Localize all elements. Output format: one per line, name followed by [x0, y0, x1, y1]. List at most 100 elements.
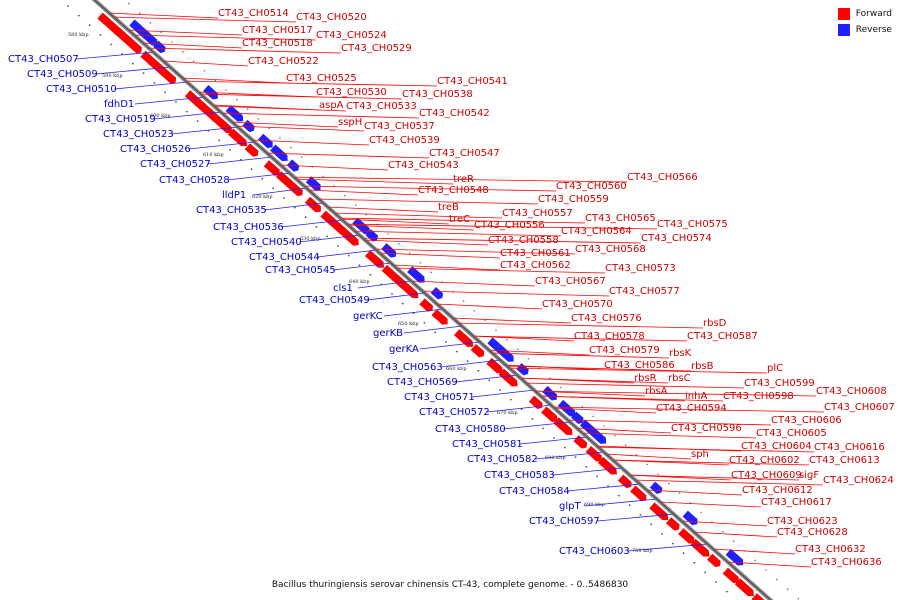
- forward-gene-label: CT43_CH0524: [316, 30, 387, 41]
- genome-axis-core: [93, 0, 772, 600]
- scale-dot: [218, 139, 221, 142]
- scale-dot: [268, 127, 271, 130]
- reverse-gene-label: gerKB: [373, 328, 403, 339]
- forward-gene-glyph: [342, 230, 359, 246]
- scale-dot: [419, 262, 422, 264]
- scale-dot: [279, 137, 281, 139]
- reverse-gene-label: CT43_CH0526: [120, 144, 191, 155]
- forward-gene-label: treC: [449, 214, 470, 225]
- forward-gene-label: CT43_CH0537: [364, 121, 435, 132]
- forward-leader-line: [536, 390, 817, 397]
- forward-leader-line: [631, 474, 800, 481]
- reverse-gene-label: lldP1: [222, 190, 246, 201]
- forward-leader-line: [614, 459, 810, 466]
- forward-leader-line: [238, 125, 365, 132]
- scale-tick-label: 630 kbp: [300, 236, 321, 242]
- scale-dot: [171, 41, 173, 43]
- forward-leader-line: [341, 217, 586, 224]
- scale-dot: [142, 72, 145, 75]
- forward-gene-glyph: [193, 98, 213, 116]
- forward-gene-glyph: [751, 593, 765, 600]
- reverse-gene-label: CT43_CH0572: [419, 407, 490, 418]
- forward-leader-line: [215, 105, 347, 112]
- forward-leader-line: [364, 237, 642, 244]
- scale-dot: [585, 465, 588, 468]
- reverse-leader-line: [487, 404, 550, 413]
- scale-tick-label: 600 kbp: [150, 113, 171, 119]
- forward-gene-label: CT43_CH0624: [823, 475, 894, 486]
- scale-dot: [430, 271, 433, 274]
- forward-gene-label: CT43_CH0587: [687, 331, 758, 342]
- forward-leader-line: [424, 290, 610, 297]
- forward-gene-label: rbsR: [634, 373, 657, 384]
- forward-gene-label: CT43_CH0541: [437, 76, 508, 87]
- reverse-leader-line: [535, 451, 603, 460]
- reverse-leader-line: [403, 325, 461, 334]
- scale-dot: [175, 101, 177, 103]
- forward-gene-label: CT43_CH0632: [795, 544, 866, 555]
- forward-swatch: [837, 8, 850, 20]
- forward-gene-label: CT43_CH0578: [574, 331, 645, 342]
- scale-dot: [110, 43, 113, 46]
- scale-dot: [484, 319, 487, 322]
- scale-dot: [509, 398, 512, 401]
- forward-leader-line: [310, 189, 419, 196]
- reverse-leader-line: [208, 156, 270, 165]
- scale-dot: [246, 108, 249, 110]
- forward-gene-label: CT43_CH0604: [741, 441, 812, 452]
- forward-gene-glyph: [597, 456, 617, 475]
- forward-gene-label: CT43_CH0598: [723, 391, 794, 402]
- scale-dot: [236, 98, 238, 101]
- scale-dot: [549, 377, 551, 379]
- reverse-gene-label: CT43_CH0545: [265, 265, 336, 276]
- forward-gene-label: CT43_CH0570: [542, 299, 613, 310]
- forward-leader-line: [320, 198, 539, 205]
- forward-gene-glyph: [498, 368, 518, 387]
- reverse-leader-line: [520, 436, 586, 445]
- forward-gene-label: CT43_CH0520: [296, 12, 367, 23]
- forward-gene-label: CT43_CH0602: [729, 455, 800, 466]
- reverse-leader-line: [583, 498, 656, 507]
- genome-caption: Bacillus thuringiensis serovar chinensis…: [271, 580, 629, 590]
- legend-forward: Forward: [837, 8, 892, 20]
- forward-gene-glyph: [162, 70, 177, 84]
- forward-gene-label: CT43_CH0558: [488, 235, 559, 246]
- scale-dot: [88, 24, 91, 27]
- forward-leader-line: [268, 152, 430, 159]
- forward-gene-label: CT43_CH0579: [589, 345, 660, 356]
- scale-dot: [185, 110, 188, 113]
- forward-gene-glyph: [665, 517, 680, 531]
- forward-gene-label: CT43_CH0607: [824, 402, 895, 413]
- forward-gene-glyph: [114, 28, 135, 46]
- forward-gene-label: CT43_CH0514: [218, 8, 289, 19]
- forward-gene-label: CT43_CH0543: [388, 160, 459, 171]
- forward-leader-line: [329, 206, 439, 213]
- forward-leader-line: [695, 531, 778, 538]
- reverse-gene-label: gerKA: [389, 344, 419, 355]
- scale-dot: [77, 14, 80, 17]
- reverse-gene-label: CT43_CH0519: [85, 114, 156, 125]
- reverse-gene-label: CT43_CH0603: [559, 546, 630, 557]
- forward-gene-glyph: [227, 128, 248, 147]
- scale-dot: [765, 569, 767, 571]
- forward-gene-label: CT43_CH0594: [656, 403, 727, 414]
- reverse-label: Reverse: [855, 25, 892, 35]
- forward-gene-label: rbsA: [645, 386, 668, 397]
- forward-leader-line: [187, 80, 438, 87]
- reverse-gene-label: CT43_CH0582: [467, 454, 538, 465]
- forward-leader-line: [494, 352, 670, 359]
- forward-leader-line: [510, 367, 768, 374]
- scale-dot: [553, 437, 555, 439]
- forward-leader-line: [144, 42, 243, 49]
- scale-dot: [596, 475, 599, 478]
- reverse-swatch: [837, 24, 850, 36]
- scale-dot: [646, 463, 648, 466]
- scale-tick-label: 680 kbp: [545, 455, 566, 461]
- scale-dot: [628, 504, 631, 507]
- scale-dot: [347, 254, 350, 257]
- forward-leader-line: [282, 164, 389, 171]
- reverse-gene-label: CT43_CH0509: [27, 69, 98, 80]
- scale-dot: [722, 530, 724, 533]
- reverse-leader-line: [281, 219, 341, 228]
